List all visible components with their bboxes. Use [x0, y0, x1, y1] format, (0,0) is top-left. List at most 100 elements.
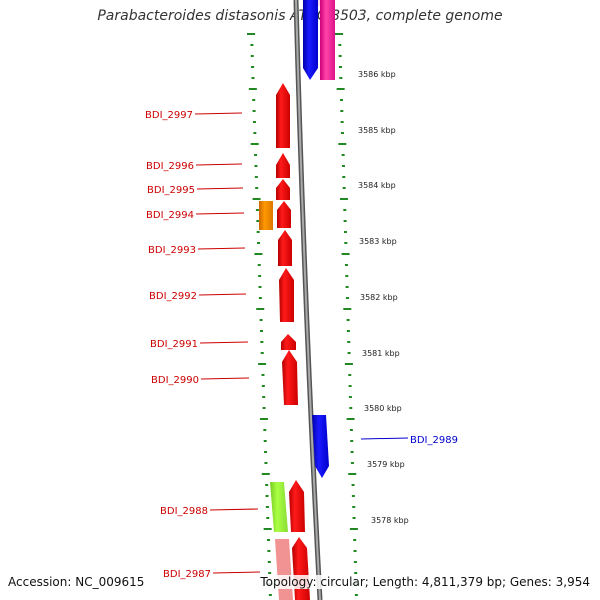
kbp-tick-label: 3580 kbp [364, 404, 402, 413]
tick-mark [260, 352, 264, 354]
tick-mark [351, 495, 355, 497]
tick-mark [350, 451, 354, 453]
tick-mark [349, 407, 353, 409]
tick-mark [259, 330, 263, 332]
tick-mark [258, 363, 267, 365]
tick-mark [351, 484, 355, 486]
tick-mark [247, 33, 255, 35]
label-leader-line [360, 437, 409, 440]
tick-mark [267, 550, 271, 552]
tick-mark [252, 110, 256, 112]
tick-mark [347, 341, 351, 343]
tick-mark [346, 418, 355, 420]
tick-mark [252, 121, 256, 123]
tick-mark [338, 55, 342, 57]
tick-mark [259, 418, 268, 420]
gene-bdi-2995 [276, 179, 290, 200]
tick-mark [342, 187, 346, 189]
tick-mark [353, 539, 357, 541]
gene-bdi-2994 [277, 201, 291, 228]
tick-mark [256, 308, 265, 310]
gene-label[interactable]: BDI_2987 [163, 569, 211, 580]
gene-bdi-2989 [312, 415, 329, 478]
gene-label[interactable]: BDI_2989 [410, 435, 458, 446]
tick-mark [345, 275, 349, 277]
label-leader-line [197, 247, 246, 250]
tick-mark [258, 286, 262, 288]
tick-mark [354, 594, 358, 596]
kbp-tick-label: 3586 kbp [358, 70, 396, 79]
accession-label: Accession: NC_009615 [8, 575, 149, 589]
kbp-tick-label: 3579 kbp [367, 460, 405, 469]
gene-label[interactable]: BDI_2993 [148, 245, 196, 256]
tick-mark [341, 154, 345, 156]
gene-orange [259, 201, 273, 230]
gene-bdi-2992 [279, 268, 294, 322]
tick-mark [268, 572, 272, 574]
gene-label[interactable]: BDI_2994 [146, 210, 194, 221]
tick-mark [257, 264, 261, 266]
tick-mark [345, 297, 349, 299]
gene-label[interactable]: BDI_2997 [145, 110, 193, 121]
tick-mark [255, 187, 259, 189]
tick-mark [267, 561, 271, 563]
tick-mark [353, 550, 357, 552]
tick-mark [341, 253, 350, 255]
tick-mark [348, 396, 352, 398]
tick-mark [344, 264, 348, 266]
tick-mark [261, 385, 265, 387]
tick-mark [254, 176, 258, 178]
label-leader-line [195, 212, 245, 215]
label-leader-line [212, 571, 261, 574]
tick-mark [254, 165, 258, 167]
gene-bdi-2993 [278, 230, 292, 266]
tick-mark [250, 44, 254, 46]
label-leader-line [200, 377, 250, 380]
tick-mark [338, 66, 342, 68]
gene-top-pink [320, 0, 335, 80]
kbp-tick-label: 3585 kbp [358, 126, 396, 135]
tick-mark [339, 198, 348, 200]
gene-label[interactable]: BDI_2990 [151, 375, 199, 386]
tick-mark [257, 242, 261, 244]
gene-bdi-2997 [276, 83, 290, 148]
tick-mark [265, 484, 269, 486]
tick-mark [348, 473, 357, 475]
gene-label[interactable]: BDI_2995 [147, 185, 195, 196]
tick-mark [261, 374, 265, 376]
gene-label[interactable]: BDI_2992 [149, 291, 197, 302]
gene-lime [270, 482, 288, 532]
tick-mark [348, 385, 352, 387]
kbp-tick-label: 3582 kbp [360, 293, 398, 302]
tick-mark [343, 209, 347, 211]
gene-labels: BDI_2997 BDI_2996 BDI_2995 BDI_2994 BDI_2993… [145, 110, 458, 580]
gene-label[interactable]: BDI_2988 [160, 506, 208, 517]
tick-mark [340, 110, 344, 112]
tick-mark [252, 99, 256, 101]
tick-mark [339, 99, 343, 101]
tick-mark [250, 143, 259, 145]
kbp-tick-label: 3584 kbp [358, 181, 396, 190]
tick-mark [344, 363, 353, 365]
tick-mark [346, 319, 350, 321]
tick-mark [340, 121, 344, 123]
tick-mark [262, 396, 266, 398]
tick-mark [264, 451, 268, 453]
label-leader-line [209, 508, 259, 511]
gene-label[interactable]: BDI_2991 [150, 339, 198, 350]
tick-mark [349, 528, 358, 530]
tick-mark [349, 429, 353, 431]
gene-bdi-2991 [281, 334, 296, 350]
tick-mark [250, 55, 254, 57]
tick-mark [342, 176, 346, 178]
tick-mark [251, 66, 255, 68]
label-leader-line [196, 187, 244, 190]
tick-mark [345, 286, 349, 288]
tick-mark [258, 297, 262, 299]
gene-label[interactable]: BDI_2996 [146, 161, 194, 172]
tick-mark [259, 319, 263, 321]
label-leader-line [194, 112, 243, 115]
tick-mark [263, 429, 267, 431]
tick-mark [256, 231, 260, 233]
